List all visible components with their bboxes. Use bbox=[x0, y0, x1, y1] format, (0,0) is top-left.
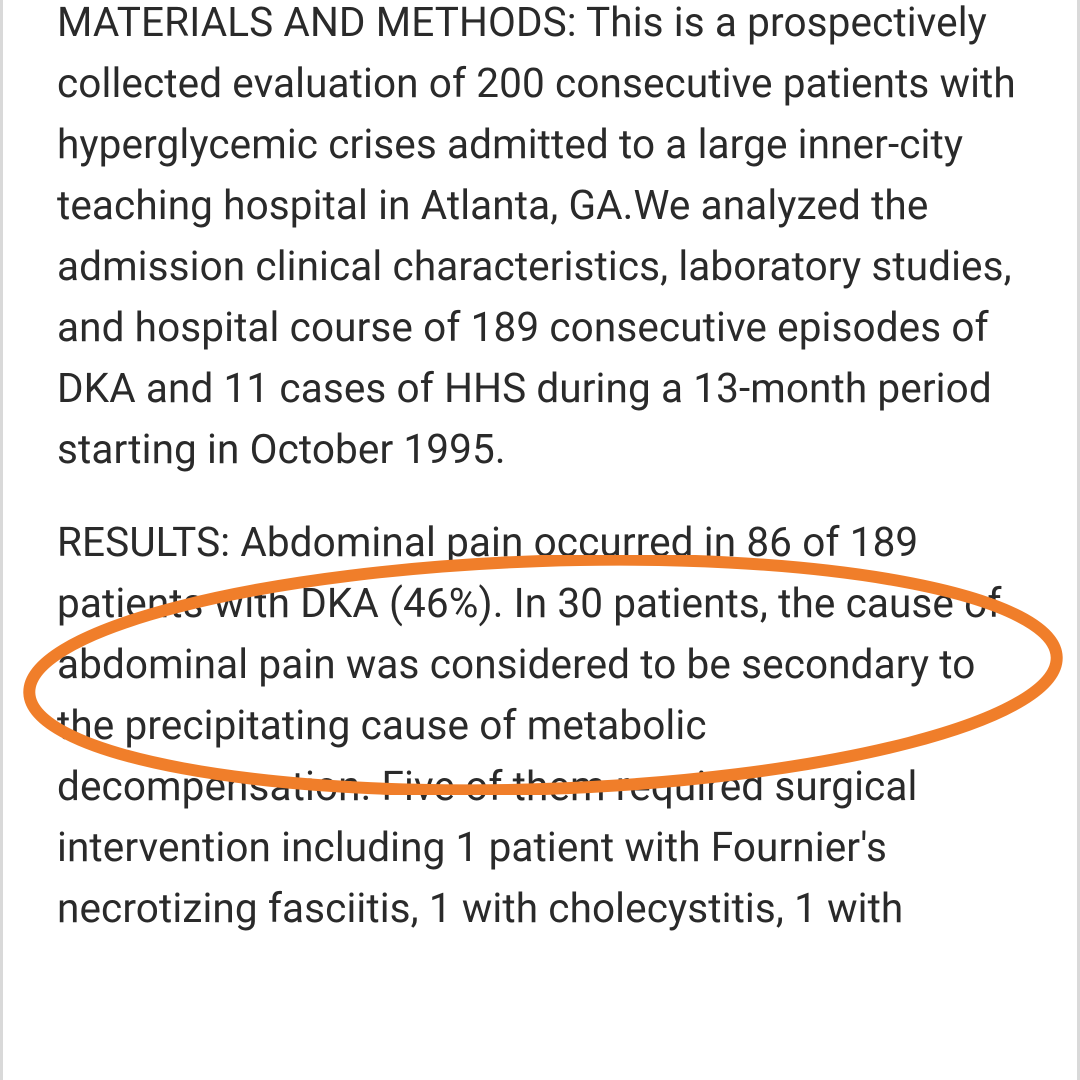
results-text: Abdominal pain occurred in 86 of 189 pat… bbox=[57, 518, 1002, 932]
results-paragraph: RESULTS: Abdominal pain occurred in 86 o… bbox=[57, 512, 1027, 939]
document-body: MATERIALS AND METHODS: This is a prospec… bbox=[57, 0, 1027, 939]
materials-methods-label: MATERIALS AND METHODS: bbox=[57, 0, 577, 46]
results-label: RESULTS: bbox=[57, 518, 230, 566]
materials-methods-text: This is a prospectively collected evalua… bbox=[57, 0, 1016, 473]
document-page: MATERIALS AND METHODS: This is a prospec… bbox=[0, 0, 1080, 1080]
materials-methods-paragraph: MATERIALS AND METHODS: This is a prospec… bbox=[57, 0, 1027, 480]
